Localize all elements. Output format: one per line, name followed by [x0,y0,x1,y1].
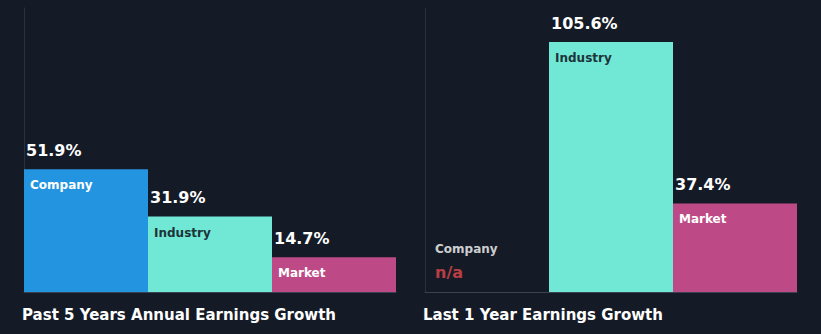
svg-text:Past 5 Years Annual Earnings G: Past 5 Years Annual Earnings Growth [22,306,336,324]
svg-text:Company: Company [30,178,93,192]
svg-text:31.9%: 31.9% [150,188,206,207]
svg-text:Industry: Industry [555,51,612,65]
svg-text:n/a: n/a [435,263,463,282]
svg-text:Company: Company [435,242,498,256]
svg-text:Market: Market [679,212,727,226]
svg-text:Industry: Industry [154,226,211,240]
svg-text:Last 1 Year Earnings Growth: Last 1 Year Earnings Growth [423,306,663,324]
svg-text:37.4%: 37.4% [675,175,731,194]
svg-text:14.7%: 14.7% [274,229,330,248]
svg-text:51.9%: 51.9% [26,141,82,160]
svg-text:Market: Market [278,266,326,280]
svg-text:105.6%: 105.6% [551,14,618,33]
